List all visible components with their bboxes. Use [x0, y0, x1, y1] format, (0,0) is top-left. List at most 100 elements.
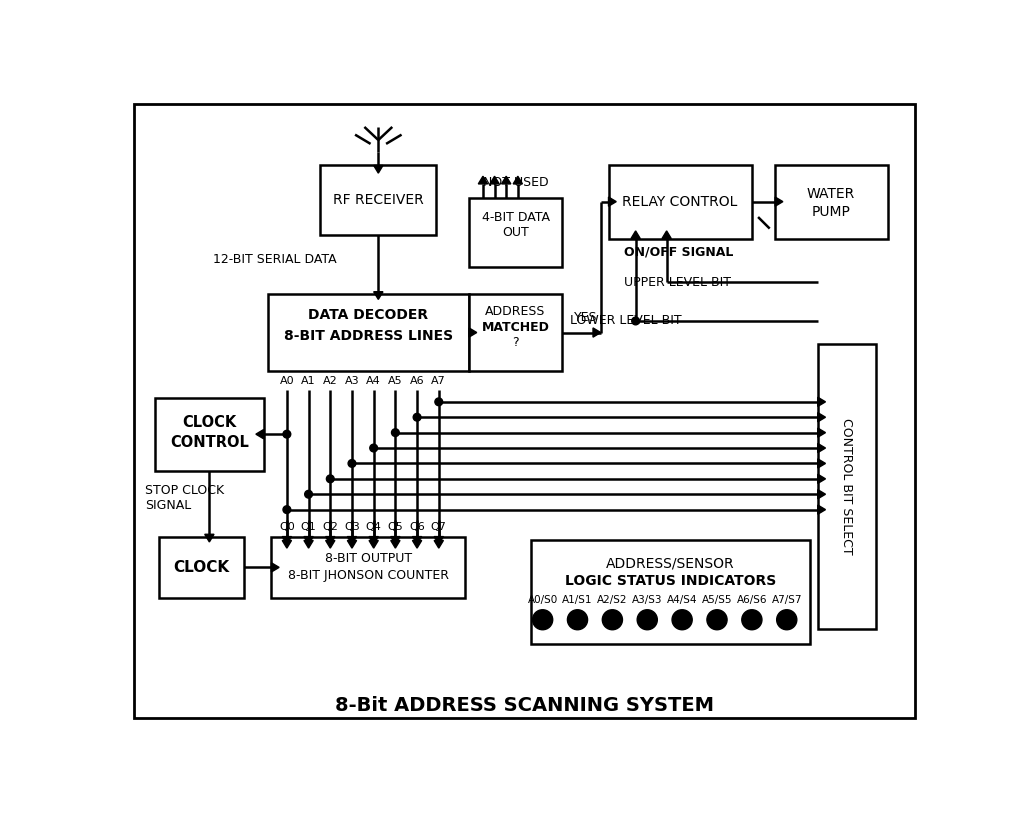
- Text: Q3: Q3: [344, 523, 359, 532]
- Polygon shape: [271, 562, 280, 572]
- Bar: [469, 294, 562, 371]
- Polygon shape: [283, 540, 292, 548]
- Polygon shape: [326, 536, 335, 545]
- Bar: [818, 344, 876, 629]
- Polygon shape: [369, 540, 378, 548]
- Text: A0: A0: [280, 376, 294, 386]
- Circle shape: [776, 610, 797, 630]
- Polygon shape: [256, 430, 263, 439]
- Text: A5: A5: [388, 376, 402, 386]
- Text: RF RECEIVER: RF RECEIVER: [333, 193, 424, 207]
- Circle shape: [637, 610, 657, 630]
- Text: Q4: Q4: [366, 523, 382, 532]
- Text: A6/S6: A6/S6: [736, 596, 767, 606]
- Polygon shape: [369, 536, 378, 545]
- Bar: [608, 165, 752, 239]
- Polygon shape: [434, 536, 443, 545]
- Text: DATA DECODER: DATA DECODER: [308, 308, 428, 322]
- Text: ADDRESS/SENSOR: ADDRESS/SENSOR: [606, 557, 735, 571]
- Circle shape: [602, 610, 623, 630]
- Circle shape: [435, 398, 442, 405]
- Text: 8-BIT OUTPUT: 8-BIT OUTPUT: [325, 552, 412, 565]
- Bar: [321, 165, 436, 234]
- Text: Q6: Q6: [410, 523, 425, 532]
- Text: CLOCK: CLOCK: [173, 560, 229, 575]
- Text: 4-BIT DATA: 4-BIT DATA: [481, 211, 550, 224]
- Bar: [469, 198, 562, 267]
- Polygon shape: [205, 534, 214, 542]
- Text: Q7: Q7: [431, 523, 446, 532]
- Text: CONTROL: CONTROL: [170, 435, 249, 450]
- Polygon shape: [391, 540, 400, 548]
- Bar: [271, 536, 465, 598]
- Polygon shape: [818, 428, 825, 437]
- Circle shape: [370, 444, 378, 452]
- Polygon shape: [326, 540, 335, 548]
- Polygon shape: [818, 413, 825, 422]
- Circle shape: [414, 414, 421, 421]
- Text: YES: YES: [573, 311, 597, 324]
- Polygon shape: [413, 540, 422, 548]
- Text: LOGIC STATUS INDICATORS: LOGIC STATUS INDICATORS: [565, 574, 776, 589]
- Text: A2: A2: [323, 376, 338, 386]
- Text: A6: A6: [410, 376, 424, 386]
- Text: WATER: WATER: [807, 187, 855, 201]
- Circle shape: [327, 475, 334, 483]
- Polygon shape: [608, 197, 616, 206]
- Polygon shape: [413, 536, 422, 545]
- Bar: [531, 540, 810, 645]
- Bar: [155, 398, 263, 471]
- Polygon shape: [374, 291, 383, 300]
- Text: CLOCK: CLOCK: [182, 415, 237, 430]
- Text: STOP CLOCK
SIGNAL: STOP CLOCK SIGNAL: [145, 484, 224, 512]
- Text: OUT: OUT: [502, 226, 528, 239]
- Polygon shape: [469, 328, 477, 337]
- Text: A4: A4: [367, 376, 381, 386]
- Text: 8-BIT ADDRESS LINES: 8-BIT ADDRESS LINES: [284, 330, 453, 344]
- Text: ADDRESS: ADDRESS: [485, 305, 546, 318]
- Polygon shape: [374, 165, 383, 173]
- Polygon shape: [593, 328, 601, 337]
- Circle shape: [707, 610, 727, 630]
- Polygon shape: [513, 176, 522, 184]
- Text: 12-BIT SERIAL DATA: 12-BIT SERIAL DATA: [213, 253, 337, 266]
- Polygon shape: [818, 444, 825, 453]
- Polygon shape: [818, 489, 825, 499]
- Polygon shape: [391, 536, 400, 545]
- Text: ?: ?: [512, 336, 519, 349]
- Circle shape: [672, 610, 692, 630]
- Text: LOWER LEVEL BIT: LOWER LEVEL BIT: [569, 314, 681, 327]
- Circle shape: [632, 317, 640, 325]
- Text: A5/S5: A5/S5: [701, 596, 732, 606]
- Polygon shape: [283, 536, 292, 545]
- Text: A2/S2: A2/S2: [597, 596, 628, 606]
- Polygon shape: [304, 536, 313, 545]
- Text: ON/OFF SIGNAL: ON/OFF SIGNAL: [624, 245, 733, 258]
- Text: A1: A1: [301, 376, 315, 386]
- Text: PUMP: PUMP: [811, 204, 850, 219]
- Circle shape: [348, 460, 356, 467]
- Text: A7: A7: [431, 376, 446, 386]
- Circle shape: [305, 490, 312, 498]
- Text: A1/S1: A1/S1: [562, 596, 593, 606]
- Circle shape: [741, 610, 762, 630]
- Bar: [267, 294, 469, 371]
- Text: Q2: Q2: [323, 523, 338, 532]
- Circle shape: [567, 610, 588, 630]
- Polygon shape: [818, 505, 825, 514]
- Text: A7/S7: A7/S7: [771, 596, 802, 606]
- Circle shape: [391, 429, 399, 436]
- Polygon shape: [662, 231, 672, 239]
- Bar: [775, 165, 888, 239]
- Text: 8-Bit ADDRESS SCANNING SYSTEM: 8-Bit ADDRESS SCANNING SYSTEM: [335, 696, 715, 715]
- Polygon shape: [818, 475, 825, 484]
- Text: A4/S4: A4/S4: [667, 596, 697, 606]
- Polygon shape: [818, 397, 825, 406]
- Bar: [159, 536, 245, 598]
- Text: A3: A3: [345, 376, 359, 386]
- Text: CONTROL BIT SELECT: CONTROL BIT SELECT: [840, 418, 853, 555]
- Text: Q5: Q5: [387, 523, 403, 532]
- Text: Q1: Q1: [301, 523, 316, 532]
- Circle shape: [532, 610, 553, 630]
- Polygon shape: [818, 459, 825, 468]
